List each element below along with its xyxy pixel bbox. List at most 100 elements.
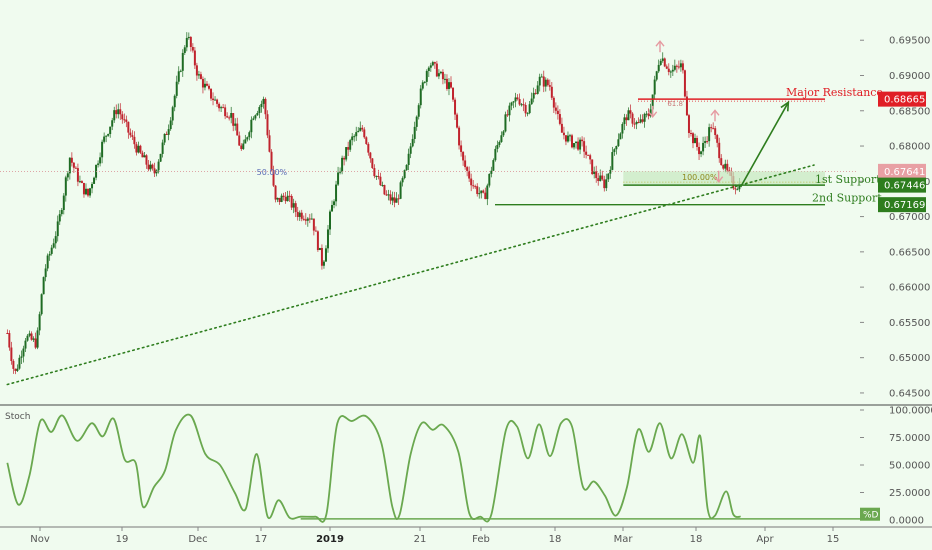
candle-body: [609, 169, 612, 174]
candle-body: [238, 135, 241, 146]
candle-body: [734, 188, 737, 190]
candle-body: [357, 130, 360, 133]
candle-body: [520, 104, 523, 106]
candle-body: [185, 37, 188, 48]
time-tick-label: 21: [414, 534, 427, 545]
candle-body: [129, 132, 132, 136]
candle-body: [157, 161, 160, 171]
candle-body: [175, 81, 178, 96]
candle-body: [345, 147, 348, 160]
time-tick-label: Feb: [472, 534, 490, 545]
candle-body: [603, 179, 606, 189]
candle-body: [435, 63, 438, 77]
candle-body: [587, 154, 590, 156]
candle-body: [619, 133, 622, 140]
candle-body: [167, 129, 170, 135]
candle-body: [700, 151, 703, 155]
candle-body: [318, 247, 321, 251]
candle-body: [143, 155, 146, 158]
swing-arrow-mid-head: [648, 111, 658, 118]
candle-body: [633, 123, 636, 125]
candle-body: [558, 114, 561, 124]
candle-body: [692, 133, 694, 144]
candle-body: [46, 255, 49, 269]
first-support-badge-label: 0.67446: [884, 181, 925, 192]
time-tick-label: Apr: [756, 534, 774, 545]
second-support-badge-label: 0.67169: [884, 200, 925, 211]
candle-body: [720, 158, 723, 166]
candle-body: [405, 164, 408, 171]
candle-body: [224, 107, 227, 117]
candle-body: [468, 170, 471, 179]
candle-body: [724, 163, 727, 169]
candle-body: [272, 170, 275, 186]
candle-body: [413, 126, 416, 139]
candle-body: [488, 173, 491, 186]
candle-body: [698, 146, 701, 155]
candle-body: [151, 164, 154, 169]
candle-body: [667, 68, 670, 72]
candle-body: [369, 152, 372, 159]
candle-body: [54, 236, 57, 244]
candle-body: [379, 176, 382, 186]
candle-body: [89, 188, 92, 196]
candle-body: [702, 142, 705, 152]
swing-arrow-low-head: [714, 176, 724, 183]
candle-body: [601, 175, 604, 180]
support-zone: [623, 171, 825, 186]
candle-body: [254, 115, 257, 119]
candle-body: [56, 221, 59, 237]
price-tick-label: 0.69500: [889, 36, 930, 47]
time-axis[interactable]: Nov 19 Dec 17 2019 21 Feb 18 Mar 18 Apr 15: [30, 527, 839, 545]
candle-body: [335, 184, 338, 202]
candle-body: [216, 99, 219, 104]
candle-body: [474, 186, 477, 188]
candle-body: [577, 141, 580, 150]
ascending-trendline: [6, 164, 815, 386]
candle-body: [385, 194, 388, 196]
candle-body: [498, 141, 501, 145]
candle-body: [26, 335, 29, 341]
candle-body: [677, 66, 680, 68]
candle-body: [478, 193, 481, 195]
candle-body: [627, 110, 630, 121]
price-tick-label: 0.68000: [889, 142, 930, 153]
candle-body: [681, 63, 684, 71]
candle-body: [139, 145, 142, 153]
candle-body: [40, 294, 43, 315]
candle-body: [191, 47, 194, 51]
candle-body: [214, 99, 217, 101]
candle-body: [99, 157, 102, 164]
candle-body: [407, 153, 410, 165]
stoch-axis[interactable]: 100.0000 75.0000 50.0000 25.0000 0.0000: [860, 406, 932, 527]
candle-body: [389, 194, 392, 201]
candle-body: [683, 70, 686, 97]
candle-body: [62, 195, 65, 211]
price-tick-label: 0.66000: [889, 283, 930, 294]
second-support-badge: [878, 197, 926, 213]
candle-body: [375, 175, 378, 177]
candle-body: [679, 63, 682, 68]
candle-body: [64, 177, 67, 196]
candle-body: [111, 120, 114, 127]
candle-body: [70, 157, 73, 163]
candle-body: [234, 123, 237, 126]
candle-body: [554, 107, 557, 111]
candle-body: [687, 115, 690, 133]
major-resistance-label: Major Resistance: [786, 86, 883, 99]
candle-body: [492, 160, 495, 171]
candle-body: [657, 64, 660, 72]
candle-body: [522, 104, 525, 106]
candle-body: [242, 143, 245, 150]
stoch-tick-label: 75.0000: [889, 433, 930, 444]
candle-body: [137, 145, 140, 153]
candle-body: [504, 114, 507, 132]
candle-body: [365, 137, 368, 145]
candle-body: [706, 141, 709, 143]
candle-body: [411, 138, 414, 147]
candle-body: [530, 98, 533, 105]
candle-body: [165, 133, 168, 135]
candle-body: [288, 195, 291, 197]
